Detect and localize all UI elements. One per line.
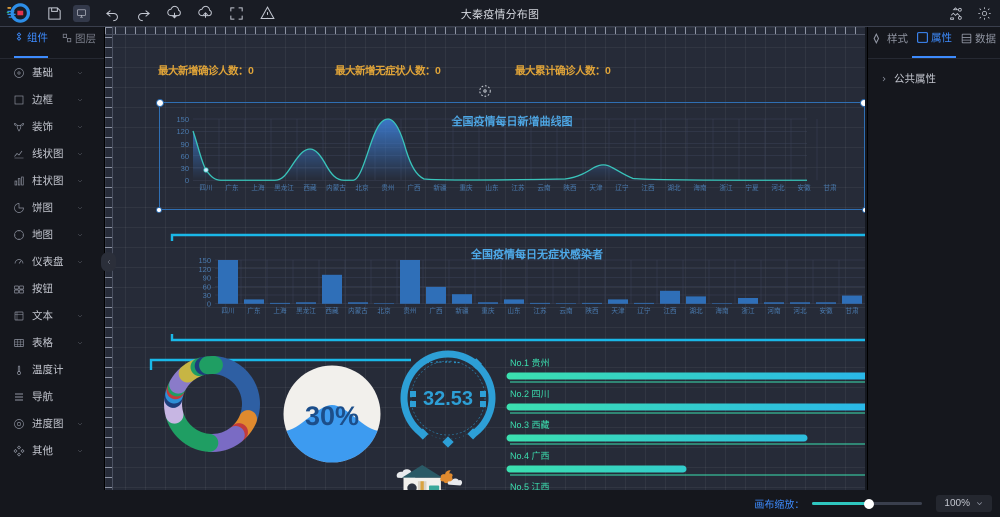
svg-text:江苏: 江苏 <box>533 306 547 315</box>
svg-text:广东: 广东 <box>247 306 261 315</box>
svg-text:甘肃: 甘肃 <box>845 306 859 315</box>
svg-text:江西: 江西 <box>663 307 677 315</box>
svg-text:150: 150 <box>198 256 211 265</box>
svg-text:新疆: 新疆 <box>455 306 469 315</box>
svg-text:安徽: 安徽 <box>819 306 833 315</box>
svg-text:60: 60 <box>203 282 211 291</box>
svg-text:北京: 北京 <box>377 306 391 315</box>
svg-text:河南: 河南 <box>767 306 781 315</box>
svg-text:海南: 海南 <box>715 306 729 315</box>
svg-text:河北: 河北 <box>793 307 807 315</box>
svg-text:No.2 四川: No.2 四川 <box>510 389 550 399</box>
svg-text:内蒙古: 内蒙古 <box>348 306 368 315</box>
svg-text:山东: 山东 <box>507 306 521 315</box>
svg-text:四川: 四川 <box>221 307 234 315</box>
svg-text:云南: 云南 <box>559 306 573 315</box>
svg-text:上海: 上海 <box>273 306 287 315</box>
svg-text:天津: 天津 <box>611 307 625 315</box>
svg-text:贵州: 贵州 <box>403 306 416 315</box>
svg-text:No.3 西藏: No.3 西藏 <box>510 419 550 430</box>
svg-text:广西: 广西 <box>429 306 443 315</box>
svg-text:90: 90 <box>203 274 211 283</box>
svg-text:No.4 广西: No.4 广西 <box>510 450 550 461</box>
svg-text:黑龙江: 黑龙江 <box>296 306 316 315</box>
svg-text:120: 120 <box>198 265 211 274</box>
svg-text:湖北: 湖北 <box>689 306 703 315</box>
svg-text:西藏: 西藏 <box>325 306 339 315</box>
svg-text:0: 0 <box>207 300 211 309</box>
svg-text:No.5 江西: No.5 江西 <box>510 482 550 490</box>
svg-text:No.1 贵州: No.1 贵州 <box>510 357 550 368</box>
svg-text:浙江: 浙江 <box>741 306 755 315</box>
svg-text:重庆: 重庆 <box>481 306 495 315</box>
svg-text:陕西: 陕西 <box>585 306 599 315</box>
svg-text:辽宁: 辽宁 <box>637 306 651 315</box>
